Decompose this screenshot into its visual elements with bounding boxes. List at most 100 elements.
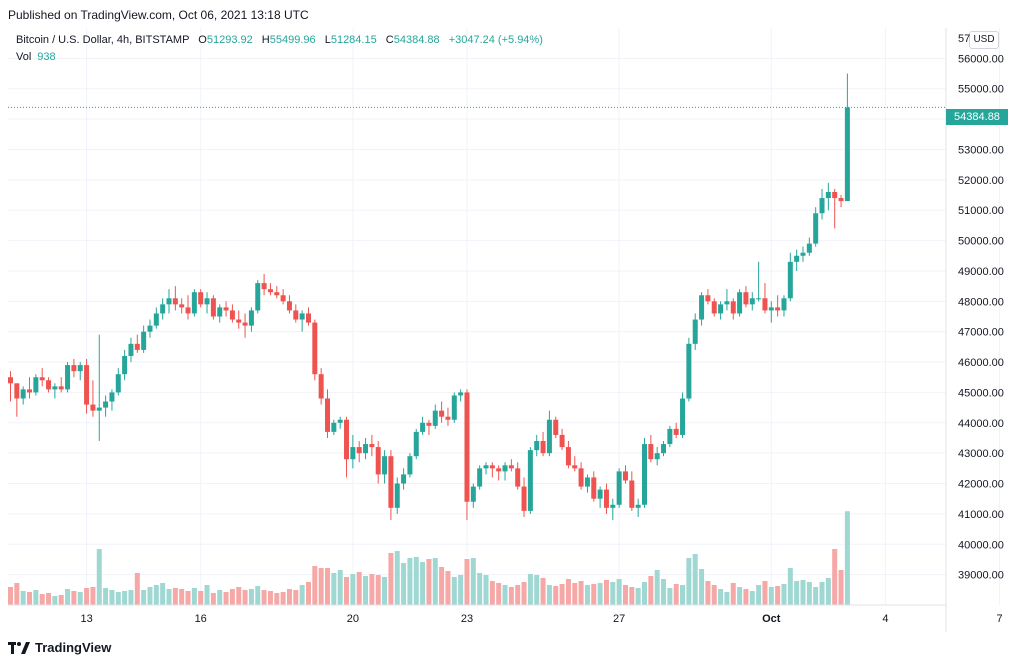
price-tick-label: 56000.00 <box>958 53 1004 65</box>
volume-bar <box>635 588 641 605</box>
volume-bar <box>667 588 673 605</box>
volume-bar <box>382 577 388 605</box>
volume-bar <box>179 589 185 605</box>
candle-body <box>305 313 311 323</box>
volume-bar <box>8 587 13 605</box>
volume-bar <box>280 592 286 605</box>
candle-body <box>832 191 838 199</box>
candle-body <box>540 441 546 454</box>
open-value: 51293.92 <box>206 34 253 46</box>
volume-bar <box>521 582 527 605</box>
price-tick-label: 52000.00 <box>958 175 1004 187</box>
change-value: +3047.24 (+5.94%) <box>448 34 543 46</box>
volume-bar <box>299 585 305 605</box>
candle-body <box>280 295 286 302</box>
candle-body <box>166 298 172 305</box>
candle-body <box>451 395 457 420</box>
volume-bar <box>711 585 717 605</box>
vol-value: 938 <box>37 51 56 63</box>
volume-bar <box>699 569 705 605</box>
volume-bar <box>515 585 521 605</box>
volume-bar <box>673 584 679 605</box>
candle-body <box>724 301 730 305</box>
candle-body <box>496 468 502 472</box>
candle-body <box>661 444 667 454</box>
volume-bar <box>603 580 609 605</box>
volume-bar <box>84 588 90 605</box>
volume-bar <box>610 582 616 605</box>
candle-body <box>521 486 527 511</box>
candle-body <box>115 374 121 393</box>
volume-bar <box>483 575 489 605</box>
candle-body <box>198 292 204 305</box>
volume-bar <box>508 587 514 605</box>
volume-bar <box>489 581 495 605</box>
volume-bar <box>65 589 71 605</box>
time-axis[interactable]: 13 16 20 23 27 Oct 4 7 <box>80 613 1002 625</box>
volume-bar <box>413 557 419 605</box>
volume-bar <box>838 570 844 605</box>
currency-button[interactable]: USD <box>969 31 999 49</box>
candle-body <box>65 365 71 390</box>
candle-body <box>318 374 324 399</box>
volume-bar <box>680 585 686 605</box>
volume-bar <box>242 590 248 605</box>
candle-body <box>515 468 521 487</box>
volume-bar <box>502 585 508 605</box>
price-tick-label: 49000.00 <box>958 266 1004 278</box>
candle-body <box>686 343 692 399</box>
candle-body <box>90 404 96 411</box>
candle-body <box>223 307 229 311</box>
volume-bar <box>559 584 565 605</box>
candle-body <box>642 444 647 505</box>
candle-body <box>52 386 58 390</box>
published-caption: Published on TradingView.com, Oct 06, 20… <box>8 8 309 22</box>
volume-bar <box>39 594 45 605</box>
volume-bar <box>318 568 324 605</box>
candle-body <box>597 489 603 499</box>
candle-body <box>46 380 52 390</box>
volume-bar <box>388 553 394 605</box>
volume-bar <box>331 573 337 605</box>
candle-body <box>819 198 825 214</box>
volume-bar <box>255 586 261 605</box>
volume-bar <box>629 587 635 605</box>
volume-bar <box>286 589 292 605</box>
candle-body <box>635 504 641 508</box>
volume-bar <box>819 582 825 605</box>
price-axis[interactable]: 39000.00 40000.00 41000.00 42000.00 43000.00… <box>958 53 1004 581</box>
volume-bar <box>616 579 622 605</box>
volume-bar <box>325 568 330 605</box>
price-tick-label: 40000.00 <box>958 539 1004 551</box>
low-value: 51284.15 <box>330 34 377 46</box>
symbol-title[interactable]: Bitcoin / U.S. Dollar, 4h, BITSTAMP <box>16 34 190 46</box>
candle-body <box>844 107 850 202</box>
volume-bar <box>375 575 381 605</box>
candle-body <box>394 483 400 508</box>
candle-body <box>363 444 369 454</box>
candle-body <box>775 307 781 311</box>
volume-bar <box>546 585 552 605</box>
candle-body <box>191 292 197 314</box>
volume-bar <box>103 588 109 605</box>
candle-body <box>534 441 540 451</box>
candle-body <box>407 456 413 475</box>
volume-bar <box>191 588 197 605</box>
candle-body <box>312 322 318 375</box>
time-tick-label: 13 <box>80 613 92 625</box>
candle-body <box>813 213 819 244</box>
volume-bar <box>344 577 350 605</box>
volume-bar <box>153 585 159 605</box>
candle-body <box>426 422 432 426</box>
candle-body <box>71 365 77 372</box>
volume-bar <box>794 581 800 605</box>
volume-bar <box>198 591 204 605</box>
tradingview-footer[interactable]: TradingView <box>8 640 111 655</box>
volume-bar <box>686 558 692 605</box>
volume-bar <box>236 587 242 605</box>
candle-body <box>267 289 273 293</box>
volume-bar <box>470 558 476 605</box>
low-label: L <box>324 34 331 46</box>
candle-body <box>470 486 476 502</box>
